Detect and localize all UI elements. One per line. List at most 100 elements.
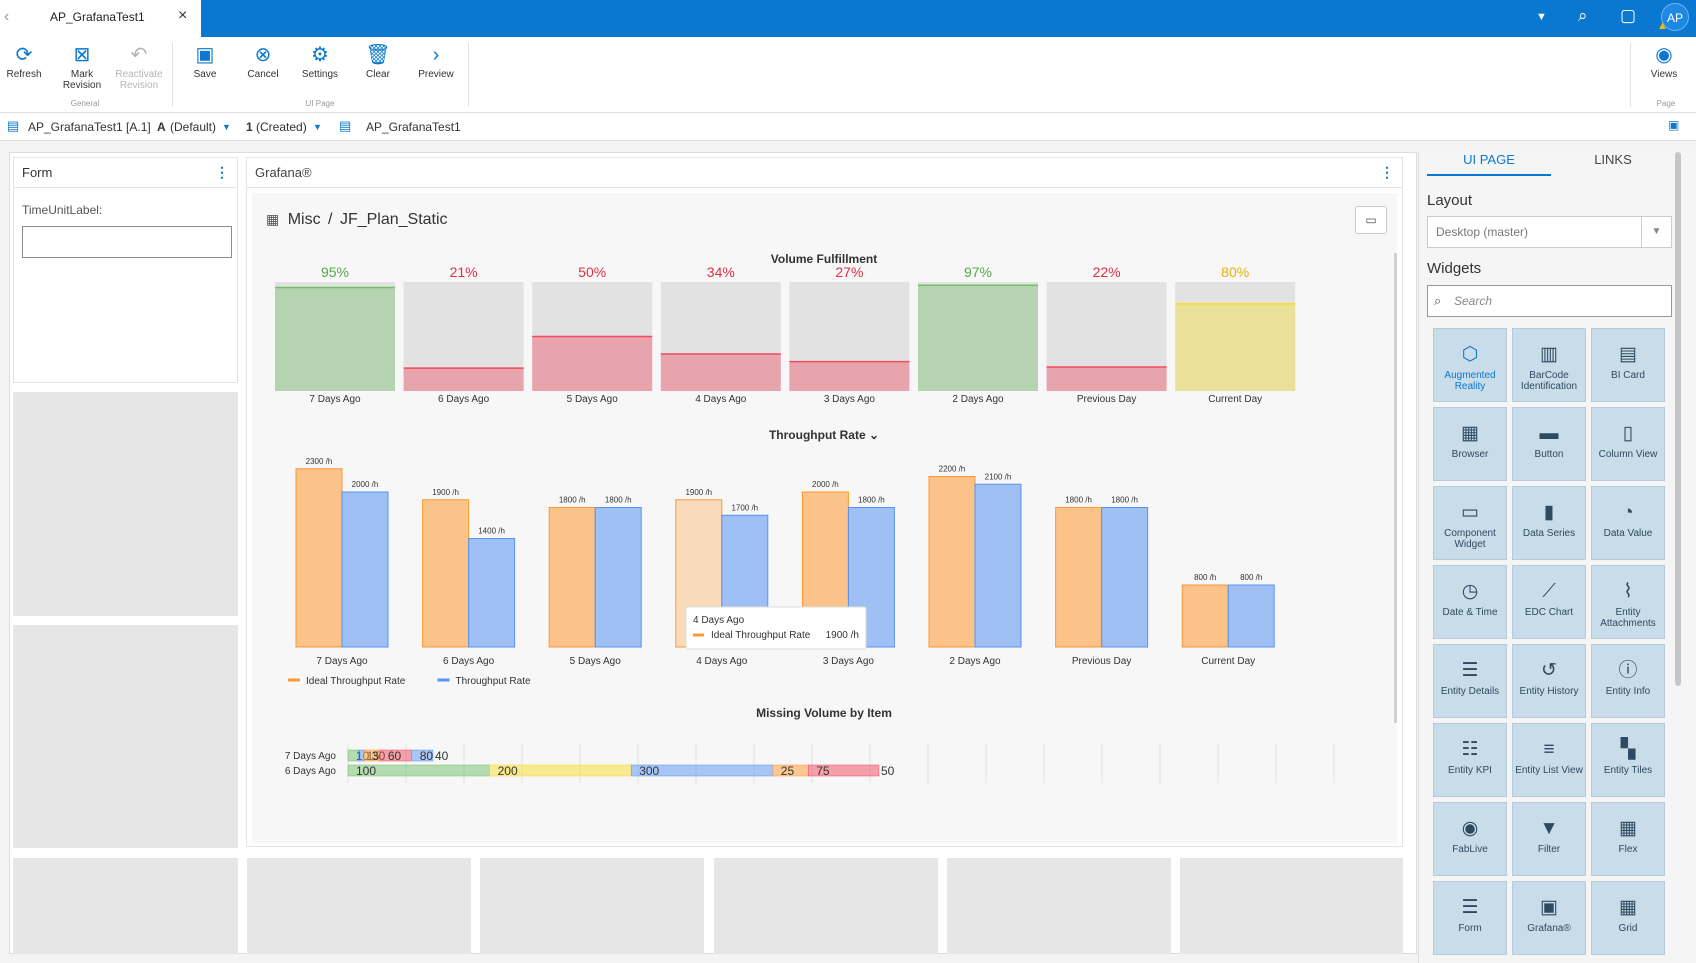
widget-entity-attachments[interactable]: ⌇ Entity Attachments [1591,565,1665,639]
widget-data-value[interactable]: ◔ Data Value [1591,486,1665,560]
gauge-background [275,282,395,391]
widget-grid[interactable]: ▦ Grid [1591,881,1665,955]
widget-entity-info[interactable]: ⓘ Entity Info [1591,644,1665,718]
dashboard-folder[interactable]: Misc [287,211,321,228]
widget-entity-list-view[interactable]: ≡ Entity List View [1512,723,1586,797]
reactivate-revision-button[interactable]: ↶ Reactivate Revision [111,41,167,91]
throughput-bar [1055,507,1103,648]
gauge-fill [403,368,524,391]
widget-browser[interactable]: ▦ Browser [1433,407,1507,481]
panel-scrollbar[interactable] [1675,152,1681,686]
chevron-down-icon[interactable]: ▼ [313,122,322,132]
mark-revision-icon: ⊠ [73,44,91,66]
chat-icon[interactable]: ▢ [1620,6,1637,25]
widget-column-view[interactable]: ▯ Column View [1591,407,1665,481]
widget-edc-chart[interactable]: ⟋ EDC Chart [1512,565,1586,639]
empty-slot[interactable] [13,392,238,616]
document-tab[interactable]: ‹ AP_GrafanaTest1 × [0,0,201,37]
widget-label: Flex [1618,844,1638,855]
form-widget[interactable]: Form ⋮ TimeUnitLabel: [13,157,238,383]
browser-icon: ▦ [1461,423,1479,444]
widget-date-time[interactable]: ◷ Date & Time [1433,565,1507,639]
throughput-category-label: 6 Days Ago [443,656,495,667]
widget-label: Date & Time [1442,607,1498,618]
throughput-bar [341,491,389,648]
tv-mode-button[interactable]: ▭ [1355,206,1387,234]
undo-icon: ↶ [130,44,148,66]
grafana-charts: Volume Fulfillment 95% 7 Days Ago 21% 6 Days… [275,252,1335,783]
widget-component-widget[interactable]: ▭ Component Widget [1433,486,1507,560]
widget-flex[interactable]: ▦ Flex [1591,802,1665,876]
layout-value: Desktop (master) [1436,225,1529,239]
throughput-bar [1101,507,1149,648]
throughput-bar [974,483,1022,648]
mark-revision-button[interactable]: ⊠ Mark Revision [54,41,110,91]
ribbon-group-label: UI Page [305,99,335,108]
widget-barcode-identification[interactable]: ▥ BarCode Identification [1512,328,1586,402]
kebab-menu-icon[interactable]: ⋮ [215,164,229,180]
throughput-value-label: 800 /h [1240,573,1262,582]
grafana-widget[interactable]: Grafana® ⋮ ▦ Misc / JF_Plan_Static ▭ Vol… [246,157,1403,847]
time-unit-input[interactable] [22,226,232,258]
empty-slot[interactable] [13,625,238,848]
ribbon-divider [1630,43,1631,107]
empty-slot[interactable] [247,858,471,954]
widget-data-series[interactable]: ▮ Data Series [1512,486,1586,560]
widget-label: Grid [1618,923,1638,934]
widget-filter[interactable]: ▼ Filter [1512,802,1586,876]
empty-slot[interactable] [480,858,704,954]
throughput-chart-title: Throughput Rate ⌄ [769,428,879,442]
widget-form[interactable]: ☰ Form [1433,881,1507,955]
breadcrumb-version[interactable]: 1 [246,120,253,134]
tab-ui-page[interactable]: UI PAGE [1427,152,1551,176]
kpi-icon: ☷ [1461,739,1479,760]
gauge-category-label: 7 Days Ago [309,394,361,405]
cancel-button[interactable]: ⊗ Cancel [235,41,291,80]
missing-segment-label: 80 [420,749,434,763]
empty-slot[interactable] [947,858,1171,954]
close-icon[interactable]: × [178,7,188,24]
list-icon: ≡ [1543,739,1555,760]
widget-label: Grafana® [1527,923,1571,934]
refresh-button[interactable]: ⟳ Refresh [0,41,52,80]
widget-bi-card[interactable]: ▤ BI Card [1591,328,1665,402]
chevron-left-icon[interactable]: ‹ [4,8,10,25]
widget-fablive[interactable]: ◉ FabLive [1433,802,1507,876]
chevron-down-icon[interactable]: ▼ [222,122,231,132]
empty-slot[interactable] [1180,858,1403,954]
empty-slot[interactable] [13,858,238,954]
search-placeholder: Search [1454,294,1493,308]
widget-grafana[interactable]: ▣ Grafana® [1512,881,1586,955]
views-button[interactable]: ◉ Views [1636,41,1692,80]
widget-search-input[interactable]: ⌕ Search [1427,285,1672,317]
settings-button[interactable]: ⚙ Settings [292,41,348,80]
avatar[interactable]: AP [1661,3,1689,31]
widget-augmented-reality[interactable]: ⬡ Augmented Reality [1433,328,1507,402]
chevron-down-icon[interactable]: ▼ [1641,217,1671,247]
grafana-icon: ▣ [1540,897,1558,918]
throughput-category-label: 2 Days Ago [949,656,1001,667]
clear-button[interactable]: 🗑 Clear [350,41,406,80]
dashboard-name[interactable]: JF_Plan_Static [339,211,448,228]
widget-entity-tiles[interactable]: ▚ Entity Tiles [1591,723,1665,797]
breadcrumb-revision[interactable]: A [157,120,166,134]
gauge-category-label: Current Day [1208,394,1262,405]
tab-links[interactable]: LINKS [1594,152,1632,167]
preview-button[interactable]: › Preview [408,41,464,80]
cancel-icon: ⊗ [254,44,272,66]
breadcrumb-page[interactable]: AP_GrafanaTest1 [366,120,461,134]
empty-slot[interactable] [714,858,938,954]
gauge-value-label: 22% [1093,264,1121,280]
panel-toggle-icon[interactable]: ▣ [1668,118,1680,132]
widget-entity-details[interactable]: ☰ Entity Details [1433,644,1507,718]
widget-button[interactable]: ▬ Button [1512,407,1586,481]
layout-select[interactable]: Desktop (master) ▼ [1427,216,1672,248]
widget-entity-kpi[interactable]: ☷ Entity KPI [1433,723,1507,797]
dashboard-scrollbar[interactable] [1394,253,1397,723]
search-icon[interactable]: ⌕ [1578,6,1588,25]
breadcrumb-entity[interactable]: AP_GrafanaTest1 [A.1] [28,120,151,134]
kebab-menu-icon[interactable]: ⋮ [1380,164,1394,180]
save-button[interactable]: ▣ Save [177,41,233,80]
chevron-down-icon[interactable]: ▼ [1536,11,1547,23]
widget-entity-history[interactable]: ↺ Entity History [1512,644,1586,718]
